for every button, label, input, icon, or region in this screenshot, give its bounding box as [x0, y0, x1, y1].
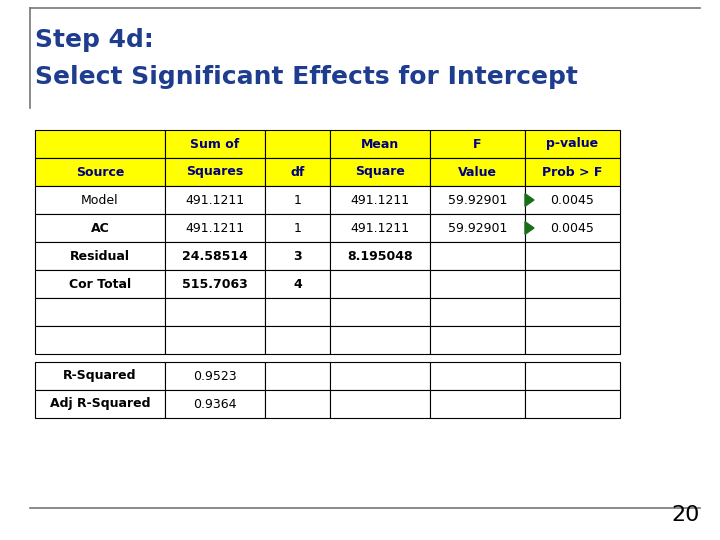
- Text: 515.7063: 515.7063: [182, 278, 248, 291]
- Text: 0.0045: 0.0045: [551, 221, 595, 234]
- Bar: [430, 298, 525, 326]
- Bar: [165, 298, 265, 326]
- Bar: [165, 158, 265, 186]
- Bar: [330, 270, 430, 298]
- Text: 0.9523: 0.9523: [193, 369, 237, 382]
- Bar: [525, 130, 620, 158]
- Bar: [330, 186, 430, 214]
- Bar: [330, 390, 430, 418]
- Text: 1: 1: [294, 193, 302, 206]
- Bar: [330, 130, 430, 158]
- Text: 491.1211: 491.1211: [186, 193, 245, 206]
- Bar: [35, 214, 165, 242]
- Text: df: df: [290, 165, 305, 179]
- Text: 4: 4: [293, 278, 302, 291]
- Bar: [265, 390, 330, 418]
- Text: 59.92901: 59.92901: [448, 221, 507, 234]
- Bar: [430, 270, 525, 298]
- Bar: [165, 130, 265, 158]
- Bar: [525, 362, 620, 390]
- Bar: [525, 390, 620, 418]
- Bar: [265, 186, 330, 214]
- Bar: [35, 270, 165, 298]
- Polygon shape: [525, 194, 534, 206]
- Bar: [525, 298, 620, 326]
- Text: 491.1211: 491.1211: [351, 193, 410, 206]
- Bar: [330, 214, 430, 242]
- Bar: [330, 158, 430, 186]
- Text: 3: 3: [293, 249, 302, 262]
- Bar: [35, 326, 165, 354]
- Bar: [165, 390, 265, 418]
- Bar: [525, 186, 620, 214]
- Text: 0.0045: 0.0045: [551, 193, 595, 206]
- Text: Residual: Residual: [70, 249, 130, 262]
- Text: Squares: Squares: [186, 165, 243, 179]
- Bar: [330, 242, 430, 270]
- Bar: [430, 362, 525, 390]
- Text: 8.195048: 8.195048: [347, 249, 413, 262]
- Text: 491.1211: 491.1211: [351, 221, 410, 234]
- Bar: [165, 214, 265, 242]
- Bar: [525, 158, 620, 186]
- Text: Value: Value: [458, 165, 497, 179]
- Text: 20: 20: [672, 505, 700, 525]
- Text: Select Significant Effects for Intercept: Select Significant Effects for Intercept: [35, 65, 578, 89]
- Bar: [265, 130, 330, 158]
- Bar: [525, 270, 620, 298]
- Text: p-value: p-value: [546, 138, 598, 151]
- Text: 1: 1: [294, 221, 302, 234]
- Bar: [265, 362, 330, 390]
- Text: AC: AC: [91, 221, 109, 234]
- Bar: [525, 242, 620, 270]
- Bar: [265, 158, 330, 186]
- Text: Adj R-Squared: Adj R-Squared: [50, 397, 150, 410]
- Bar: [35, 298, 165, 326]
- Text: Model: Model: [81, 193, 119, 206]
- Bar: [265, 214, 330, 242]
- Bar: [330, 298, 430, 326]
- Polygon shape: [525, 222, 534, 234]
- Bar: [35, 158, 165, 186]
- Bar: [430, 214, 525, 242]
- Bar: [330, 362, 430, 390]
- Bar: [265, 270, 330, 298]
- Bar: [430, 242, 525, 270]
- Bar: [165, 270, 265, 298]
- Text: Square: Square: [355, 165, 405, 179]
- Text: F: F: [473, 138, 482, 151]
- Bar: [35, 130, 165, 158]
- Text: 0.9364: 0.9364: [193, 397, 237, 410]
- Bar: [430, 158, 525, 186]
- Bar: [265, 242, 330, 270]
- Text: 24.58514: 24.58514: [182, 249, 248, 262]
- Bar: [35, 186, 165, 214]
- Bar: [165, 242, 265, 270]
- Text: 59.92901: 59.92901: [448, 193, 507, 206]
- Bar: [430, 390, 525, 418]
- Bar: [330, 326, 430, 354]
- Bar: [525, 326, 620, 354]
- Bar: [165, 326, 265, 354]
- Bar: [430, 326, 525, 354]
- Bar: [165, 186, 265, 214]
- Bar: [35, 242, 165, 270]
- Text: Source: Source: [76, 165, 124, 179]
- Bar: [35, 362, 165, 390]
- Text: R-Squared: R-Squared: [63, 369, 137, 382]
- Text: Mean: Mean: [361, 138, 399, 151]
- Text: Cor Total: Cor Total: [69, 278, 131, 291]
- Bar: [35, 390, 165, 418]
- Text: Step 4d:: Step 4d:: [35, 28, 154, 52]
- Bar: [265, 298, 330, 326]
- Bar: [165, 362, 265, 390]
- Bar: [430, 186, 525, 214]
- Text: 491.1211: 491.1211: [186, 221, 245, 234]
- Bar: [430, 130, 525, 158]
- Text: Sum of: Sum of: [190, 138, 240, 151]
- Bar: [265, 326, 330, 354]
- Bar: [525, 214, 620, 242]
- Text: Prob > F: Prob > F: [542, 165, 603, 179]
